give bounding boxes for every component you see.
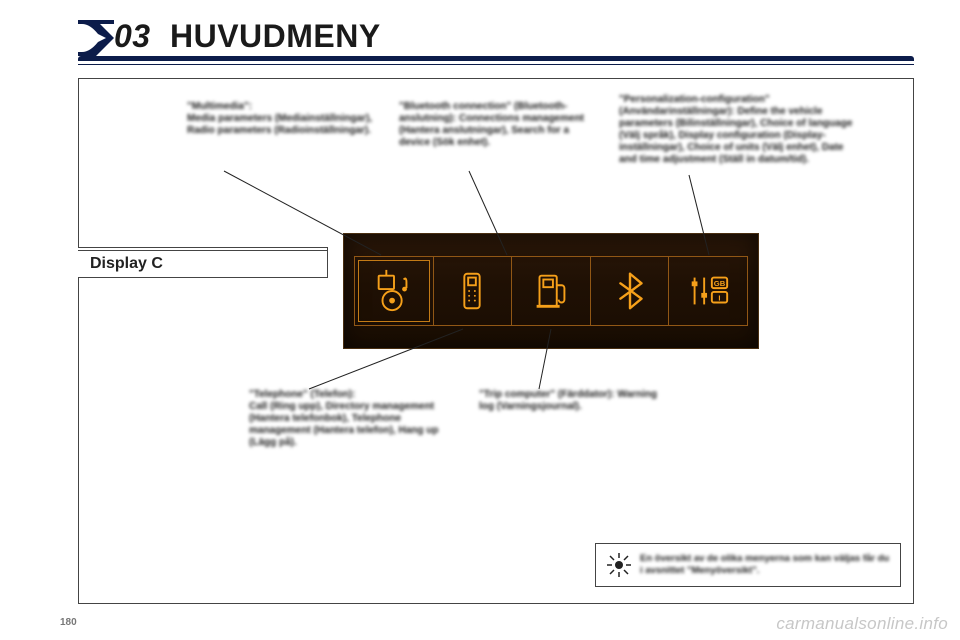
settings-icon: GB I	[685, 268, 731, 314]
page-title: 03 HUVUDMENY	[114, 18, 381, 55]
svg-text:I: I	[719, 294, 721, 303]
console-item-bluetooth[interactable]	[590, 257, 669, 325]
info-icon	[604, 550, 634, 580]
console-item-trip[interactable]	[511, 257, 590, 325]
bluetooth-icon	[607, 268, 653, 314]
console-item-personalization[interactable]: GB I	[668, 257, 747, 325]
content-frame: "Multimedia": Media parameters (Mediains…	[78, 78, 914, 604]
callout-bluetooth: "Bluetooth connection" (Bluetooth-anslut…	[399, 101, 599, 149]
callout-multimedia: "Multimedia": Media parameters (Mediains…	[187, 101, 377, 137]
console-item-multimedia[interactable]	[355, 257, 433, 325]
callout-trip: "Trip computer" (Färddator): Warning log…	[479, 389, 659, 413]
console-strip: GB I	[354, 256, 748, 326]
header-rule-thick	[78, 56, 914, 61]
tip-box: En översikt av de olika menyerna som kan…	[595, 543, 901, 587]
section-number: 03	[114, 18, 151, 54]
header-chevron-icon	[78, 20, 114, 58]
multimedia-icon	[371, 268, 417, 314]
callout-telephone: "Telephone" (Telefon): Call (Ring upp), …	[249, 389, 439, 449]
tip-text: En översikt av de olika menyerna som kan…	[640, 553, 892, 577]
fuel-icon	[528, 268, 574, 314]
watermark: carmanualsonline.info	[776, 614, 948, 634]
svg-text:GB: GB	[714, 279, 726, 288]
section-label-box: Display C	[78, 247, 328, 278]
section-name: HUVUDMENY	[170, 18, 381, 54]
page: 03 HUVUDMENY "Multimedia": Media paramet…	[0, 0, 960, 640]
header-rule-thin	[78, 64, 914, 65]
callout-personalization: "Personalization-configuration" (Använda…	[619, 94, 859, 166]
section-label: Display C	[78, 250, 327, 277]
telephone-icon	[449, 268, 495, 314]
console-item-telephone[interactable]	[433, 257, 512, 325]
console-panel: GB I	[343, 233, 759, 349]
page-number: 180	[60, 617, 77, 628]
